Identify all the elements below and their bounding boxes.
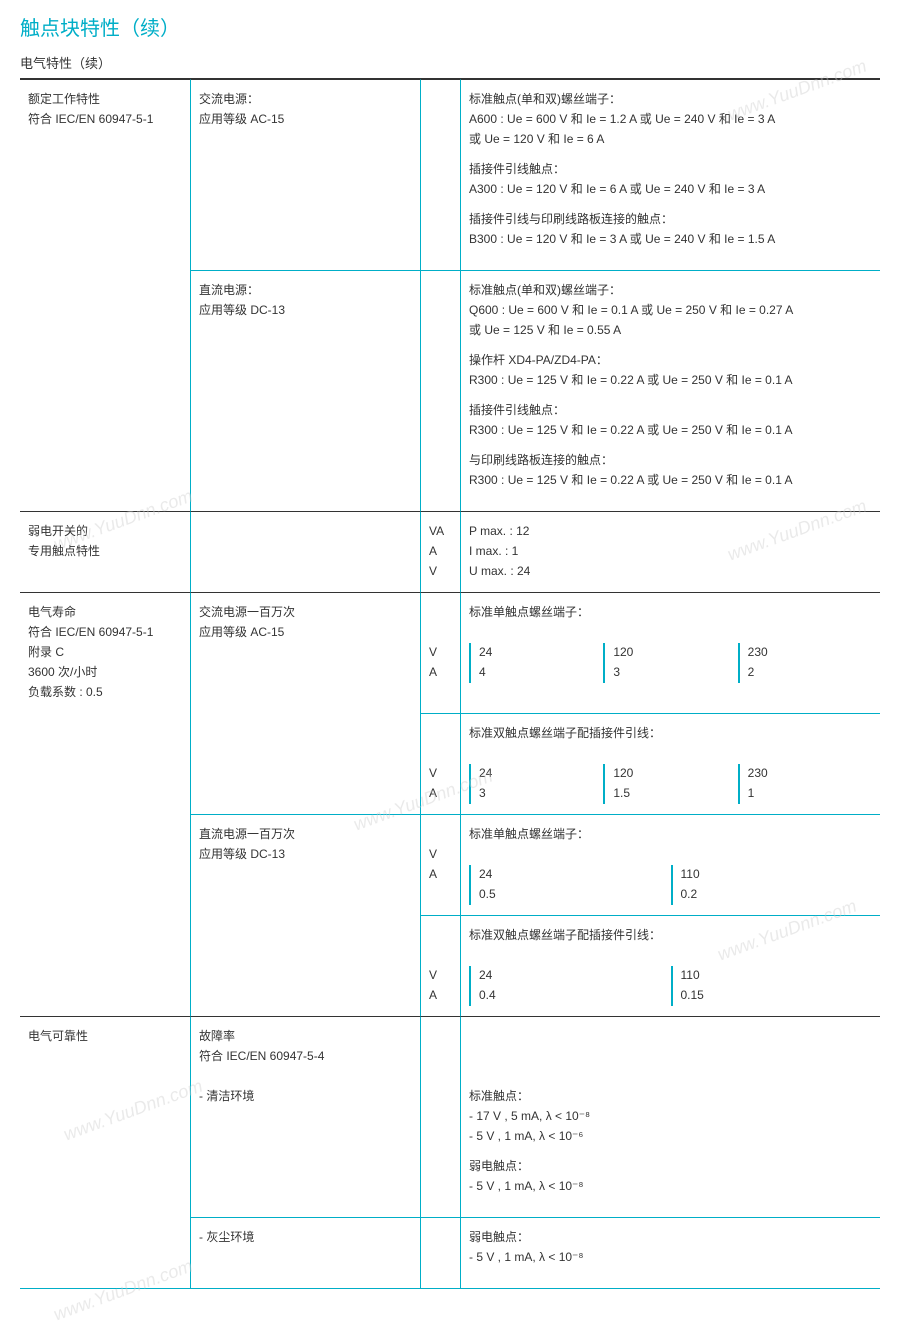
row-label: 电气寿命符合 IEC/EN 60947-5-1附录 C3600 次/小时负载系数… <box>20 592 190 713</box>
page-title: 触点块特性（续） <box>0 0 900 49</box>
sub-label: 故障率符合 IEC/EN 60947-5-4 - 清洁环境 <box>190 1016 420 1217</box>
value-col: 标准双触点螺丝端子配插接件引线： 240.41100.15 <box>460 915 880 1016</box>
unit-col <box>420 270 460 511</box>
row-label: 弱电开关的专用触点特性 <box>20 511 190 592</box>
value-col: 标准单触点螺丝端子： 24412032302 <box>460 592 880 713</box>
sub-label: 直流电源：应用等级 DC-13 <box>190 270 420 511</box>
row-label <box>20 270 190 511</box>
value-col: 弱电触点：- 5 V , 1 mA, λ < 10⁻⁸ <box>460 1217 880 1288</box>
row-label <box>20 915 190 1016</box>
unit-col: VA <box>420 713 460 814</box>
sub-label: - 灰尘环境 <box>190 1217 420 1288</box>
row-label <box>20 713 190 814</box>
unit-col: VA <box>420 915 460 1016</box>
value-col: 标准触点(单和双)螺丝端子：Q600 : Ue = 600 V 和 Ie = 0… <box>460 270 880 511</box>
value-col: 标准双触点螺丝端子配插接件引线： 2431201.52301 <box>460 713 880 814</box>
value-col: 标准触点(单和双)螺丝端子：A600 : Ue = 600 V 和 Ie = 1… <box>460 79 880 270</box>
unit-col: VAAV <box>420 511 460 592</box>
unit-col <box>420 79 460 270</box>
sub-label: 交流电源一百万次应用等级 AC-15 <box>190 592 420 713</box>
sub-label <box>190 511 420 592</box>
row-label <box>20 1217 190 1288</box>
row-label <box>20 814 190 915</box>
row-label: 额定工作特性符合 IEC/EN 60947-5-1 <box>20 79 190 270</box>
unit-col <box>420 1016 460 1217</box>
unit-col: VA <box>420 814 460 915</box>
unit-col <box>420 1217 460 1288</box>
value-col: P max. : 12I max. : 1U max. : 24 <box>460 511 880 592</box>
sub-label: 直流电源一百万次应用等级 DC-13 <box>190 814 420 915</box>
sub-label: 交流电源：应用等级 AC-15 <box>190 79 420 270</box>
value-col: 标准触点：- 17 V , 5 mA, λ < 10⁻⁸- 5 V , 1 mA… <box>460 1016 880 1217</box>
row-label: 电气可靠性 <box>20 1016 190 1217</box>
divider-bottom <box>20 1288 880 1289</box>
spec-table: 额定工作特性符合 IEC/EN 60947-5-1交流电源：应用等级 AC-15… <box>20 79 880 1288</box>
subtitle: 电气特性（续） <box>0 49 900 76</box>
unit-col: VA <box>420 592 460 713</box>
sub-label <box>190 915 420 1016</box>
value-col: 标准单触点螺丝端子： 240.51100.2 <box>460 814 880 915</box>
sub-label <box>190 713 420 814</box>
